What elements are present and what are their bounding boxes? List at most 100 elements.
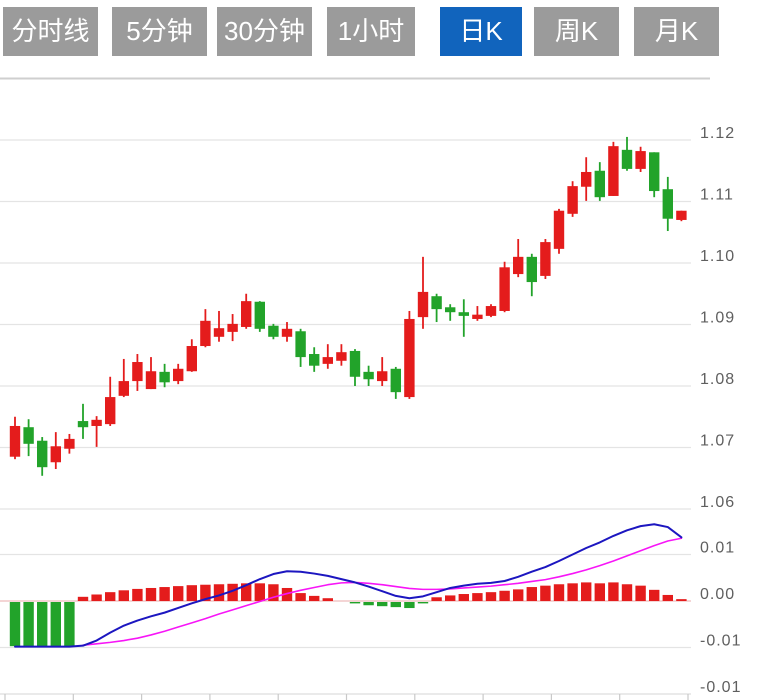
candle-body: [254, 301, 265, 329]
macd-bar: [363, 602, 374, 606]
macd-bar: [132, 588, 143, 601]
tab-weekly-k[interactable]: 周K: [534, 7, 619, 56]
macd-bar: [662, 594, 673, 601]
macd-bar: [186, 585, 197, 601]
price-axis-label: 1.10: [700, 248, 735, 265]
dif-line: [14, 523, 683, 648]
candle-body: [472, 314, 483, 319]
candle-body: [336, 352, 347, 361]
candle-body: [268, 325, 279, 337]
candle-body: [390, 368, 401, 393]
macd-bar: [635, 585, 646, 601]
candle-body: [553, 210, 565, 249]
macd-bar: [23, 602, 34, 647]
macd-bar: [404, 602, 415, 609]
macd-bar: [485, 592, 497, 601]
price-axis-label: 1.09: [700, 310, 735, 327]
candle-body: [227, 323, 238, 332]
candle-body: [322, 357, 333, 364]
macd-bar: [676, 599, 687, 601]
macd-bar: [390, 602, 401, 608]
macd-bar: [526, 587, 537, 601]
macd-bar: [649, 589, 660, 601]
macd-bar: [472, 593, 483, 601]
candle-body: [132, 362, 143, 382]
macd-bar: [608, 582, 619, 601]
candle-body: [213, 328, 225, 337]
macd-bar: [417, 602, 429, 604]
macd-bar: [499, 590, 510, 601]
macd-bar: [377, 602, 388, 607]
macd-bar: [309, 595, 320, 601]
candle-body: [513, 256, 524, 275]
macd-bar: [173, 586, 184, 601]
candle-body: [526, 256, 537, 283]
price-axis-label: 1.08: [700, 371, 735, 388]
candle-body: [200, 320, 211, 347]
price-axis-label: 1.06: [700, 494, 735, 511]
macd-bar: [540, 585, 551, 601]
macd-axis-label: -0.01: [700, 633, 741, 650]
macd-bar: [77, 596, 89, 601]
macd-bar: [118, 590, 129, 601]
macd-bar: [91, 594, 102, 601]
candle-body: [635, 151, 646, 169]
tab-daily-k[interactable]: 日K: [440, 7, 522, 56]
candle-body: [186, 346, 197, 372]
candle-body: [37, 440, 48, 468]
candle-body: [241, 301, 252, 327]
candle-body: [91, 419, 102, 426]
candle-body: [662, 189, 673, 219]
macd-bar: [200, 584, 211, 601]
macd-bar: [567, 583, 578, 601]
macd-bar: [621, 584, 633, 601]
candle-body: [404, 318, 415, 398]
macd-bar: [458, 594, 469, 601]
candle-body: [23, 427, 34, 444]
candle-body: [159, 371, 170, 383]
tab-monthly-k[interactable]: 月K: [634, 7, 719, 56]
candle-body: [105, 397, 116, 425]
candle-body: [77, 421, 89, 428]
candle-body: [621, 149, 633, 169]
candle-body: [431, 296, 442, 310]
macd-bar: [50, 602, 61, 647]
candle-body: [540, 242, 551, 276]
price-axis-label: 1.12: [700, 125, 735, 142]
candle-body: [145, 371, 157, 390]
candle-body: [349, 350, 361, 377]
macd-bar: [322, 598, 333, 601]
macd-bar: [594, 583, 605, 601]
candle-body: [50, 446, 61, 463]
macd-bar: [431, 597, 442, 601]
candle-body: [499, 267, 510, 311]
tab-30min[interactable]: 30分钟: [217, 7, 312, 56]
macd-bar: [349, 602, 361, 604]
macd-bar: [145, 587, 157, 601]
timeframe-tabbar: 分时线 5分钟 30分钟 1小时 日K 周K 月K: [3, 7, 719, 56]
candle-body: [281, 328, 293, 337]
tab-1hour[interactable]: 1小时: [327, 7, 415, 56]
macd-bar: [553, 584, 565, 601]
candle-body: [649, 152, 660, 192]
candle-body: [118, 381, 129, 396]
dea-line: [82, 537, 683, 646]
macd-axis-label: 0.00: [700, 586, 735, 603]
macd-bar: [513, 589, 524, 601]
macd-bar: [445, 595, 456, 601]
candle-body: [173, 368, 184, 382]
candle-body: [594, 170, 605, 198]
tab-5min[interactable]: 5分钟: [112, 7, 207, 56]
candle-body: [64, 438, 75, 449]
candle-body: [417, 291, 429, 318]
macd-bar: [9, 602, 21, 647]
macd-bar: [581, 582, 592, 601]
macd-bar: [281, 587, 293, 601]
candle-body: [458, 312, 469, 316]
macd-bar: [213, 584, 225, 601]
tab-timeline[interactable]: 分时线: [3, 7, 98, 56]
macd-bar: [159, 587, 170, 601]
candle-body: [485, 306, 497, 316]
macd-bar: [241, 583, 252, 601]
